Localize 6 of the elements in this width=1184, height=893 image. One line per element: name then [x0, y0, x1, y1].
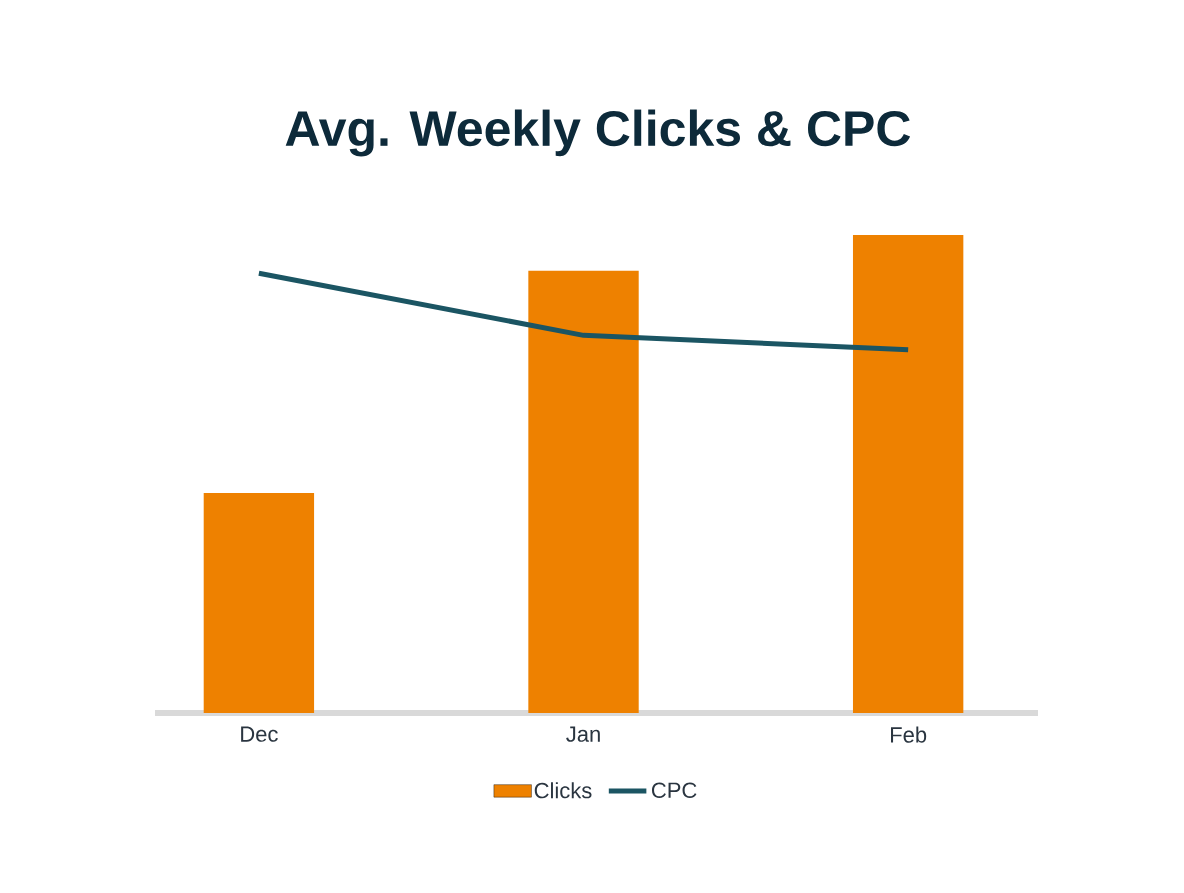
legend-label: Clicks [534, 782, 592, 799]
legend-label: CPC [651, 782, 697, 799]
x-tick-label: Jan [566, 726, 600, 742]
chart-title: Avg. Weekly Clicks & CPC [285, 109, 911, 157]
x-tick-label: Dec [241, 726, 278, 742]
x-tick-label: Feb [891, 726, 927, 743]
